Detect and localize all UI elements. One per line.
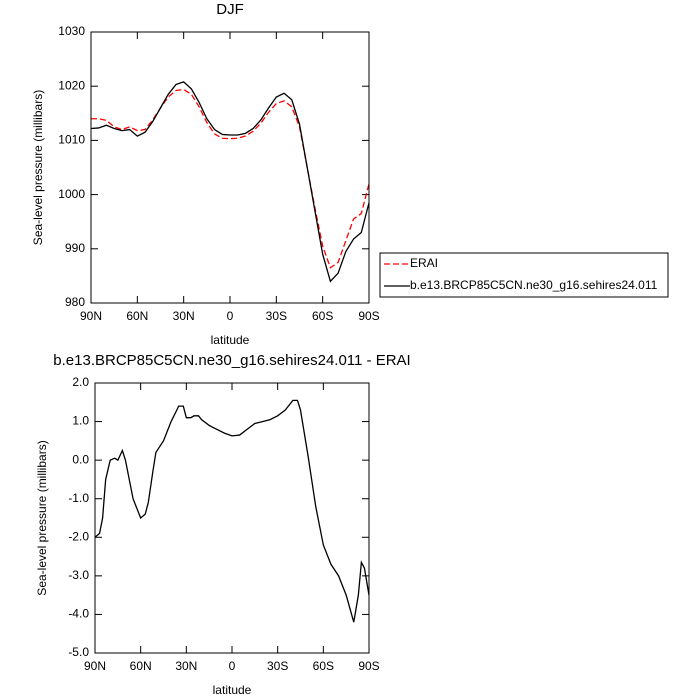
x-tick-label: 30S	[266, 309, 287, 323]
x-tick-label: 30N	[175, 659, 197, 673]
y-tick-label: 1030	[58, 24, 85, 38]
y-tick-label: 1.0	[72, 414, 89, 428]
y-tick-label: -1.0	[68, 491, 89, 505]
plot-frame	[90, 31, 370, 304]
x-tick-label: 90N	[84, 659, 106, 673]
y-tick-label: -5.0	[68, 645, 89, 659]
y-tick-label: 1000	[58, 187, 85, 201]
y-tick-label: -2.0	[68, 529, 89, 543]
x-tick-label: 90N	[80, 309, 102, 323]
legend-label: b.e13.BRCP85C5CN.ne30_g16.sehires24.011	[410, 278, 658, 292]
chart-title: DJF	[216, 1, 244, 18]
x-tick-label: 30N	[173, 309, 195, 323]
y-tick-label: 2.0	[72, 375, 89, 389]
x-tick-label: 0	[227, 309, 234, 323]
y-tick-label: -4.0	[68, 607, 89, 621]
y-axis-label: Sea-level pressure (millibars)	[31, 90, 45, 245]
data-line	[90, 81, 370, 283]
x-tick-label: 90S	[358, 659, 379, 673]
y-tick-label: -3.0	[68, 568, 89, 582]
x-axis-label: latitude	[211, 333, 250, 347]
y-tick-label: 0.0	[72, 452, 89, 466]
data-line	[91, 88, 370, 269]
x-axis-label: latitude	[213, 683, 252, 697]
legend-label: ERAI	[410, 256, 438, 270]
y-tick-label: 1020	[58, 78, 85, 92]
x-tick-label: 60S	[312, 309, 333, 323]
y-tick-label: 990	[65, 241, 85, 255]
x-tick-label: 60S	[313, 659, 334, 673]
x-tick-label: 90S	[358, 309, 379, 323]
y-tick-label: 980	[65, 295, 85, 309]
x-tick-label: 60N	[126, 309, 148, 323]
plot-frame	[94, 382, 370, 654]
data-line	[94, 399, 370, 623]
y-axis-label: Sea-level pressure (millibars)	[35, 440, 49, 595]
chart-title: b.e13.BRCP85C5CN.ne30_g16.sehires24.011 …	[53, 352, 410, 369]
x-tick-label: 60N	[130, 659, 152, 673]
legend-box	[379, 252, 669, 298]
x-tick-label: 30S	[267, 659, 288, 673]
x-tick-label: 0	[229, 659, 236, 673]
y-tick-label: 1010	[58, 133, 85, 147]
